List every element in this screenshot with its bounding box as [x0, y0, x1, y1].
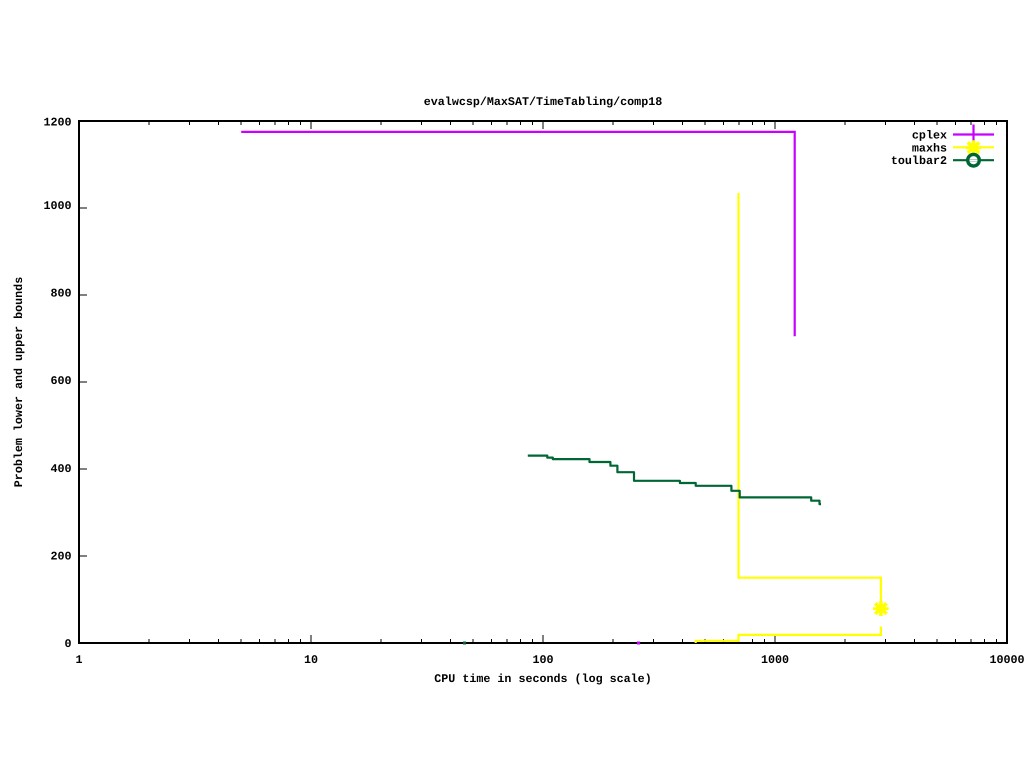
- svg-text:800: 800: [50, 287, 71, 301]
- svg-text:10: 10: [304, 653, 318, 667]
- svg-text:1200: 1200: [43, 115, 71, 129]
- svg-text:10000: 10000: [989, 653, 1024, 667]
- svg-text:1000: 1000: [43, 199, 71, 213]
- svg-text:evalwcsp/MaxSAT/TimeTabling/co: evalwcsp/MaxSAT/TimeTabling/comp18: [424, 95, 662, 109]
- svg-text:1000: 1000: [761, 653, 789, 667]
- svg-text:Problem lower and upper bounds: Problem lower and upper bounds: [12, 277, 26, 487]
- svg-text:400: 400: [50, 462, 71, 476]
- svg-text:200: 200: [50, 549, 71, 563]
- svg-text:100: 100: [532, 653, 553, 667]
- svg-text:0: 0: [64, 637, 71, 651]
- svg-text:1: 1: [75, 653, 82, 667]
- svg-text:600: 600: [50, 374, 71, 388]
- svg-text:CPU time in seconds (log scale: CPU time in seconds (log scale): [434, 672, 651, 686]
- svg-text:toulbar2: toulbar2: [891, 154, 947, 168]
- svg-text:maxhs: maxhs: [912, 141, 947, 155]
